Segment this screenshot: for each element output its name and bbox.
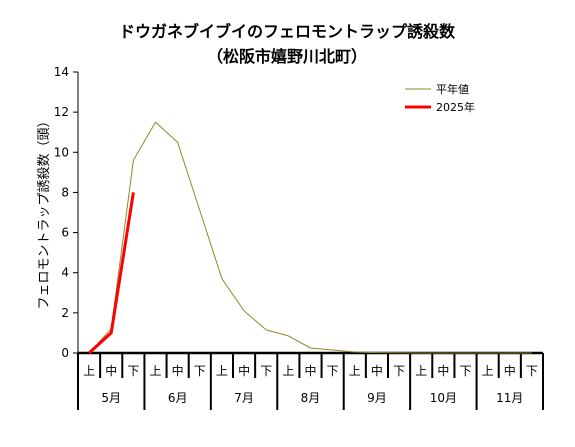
series-line-1 — [88, 192, 135, 355]
y-axis-label: フェロモントラップ誘殺数（頭） — [37, 114, 52, 309]
chart-subtitle: （松阪市嬉野川北町） — [207, 47, 367, 66]
x-period-label: 下 — [194, 364, 206, 378]
x-month-label: 9月 — [367, 391, 387, 405]
y-tick-labels: 0 2 4 6 8 10 12 14 — [54, 65, 69, 360]
legend-label: 平年値 — [436, 82, 469, 96]
x-period-label: 上 — [282, 364, 294, 378]
x-period-labels: 上中下上中下上中下上中下上中下上中下上中下 — [83, 363, 538, 378]
y-tick-label: 14 — [54, 65, 69, 79]
x-period-label: 下 — [327, 364, 339, 378]
x-month-label: 11月 — [496, 391, 523, 405]
y-tick-label: 6 — [61, 226, 69, 240]
y-tick-label: 0 — [61, 346, 69, 360]
x-period-label: 中 — [304, 363, 316, 378]
x-month-label: 8月 — [301, 391, 321, 405]
x-period-label: 下 — [526, 364, 538, 378]
legend-label: 2025年 — [436, 100, 475, 114]
y-tick-label: 2 — [61, 306, 69, 320]
series-lines — [88, 121, 532, 355]
x-period-label: 下 — [393, 364, 405, 378]
x-period-label: 下 — [260, 364, 272, 378]
x-period-label: 下 — [127, 364, 139, 378]
x-period-label: 中 — [172, 363, 184, 378]
x-month-labels: 5月 6月 7月 8月 9月 10月 11月 — [101, 391, 523, 405]
series-line-0 — [88, 121, 532, 354]
chart-title: ドウガネブイブイのフェロモントラップ誘殺数 — [119, 22, 456, 41]
x-period-label: 中 — [238, 363, 250, 378]
x-period-label: 上 — [216, 364, 228, 378]
x-period-label: 上 — [415, 364, 427, 378]
y-tick-label: 4 — [61, 266, 69, 280]
y-axis-label-group: フェロモントラップ誘殺数（頭） — [37, 114, 52, 309]
x-period-label: 上 — [349, 364, 361, 378]
x-period-label: 中 — [504, 363, 516, 378]
y-tick-label: 12 — [54, 105, 69, 119]
axes — [73, 71, 544, 410]
x-period-label: 上 — [149, 364, 161, 378]
x-period-label: 中 — [437, 363, 449, 378]
x-month-label: 5月 — [101, 391, 121, 405]
y-tick-label: 10 — [54, 145, 69, 159]
legend: 平年値 2025年 — [405, 82, 475, 114]
y-tick-label: 8 — [61, 185, 69, 199]
x-period-label: 下 — [459, 364, 471, 378]
x-month-label: 10月 — [430, 391, 457, 405]
x-period-label: 上 — [482, 364, 494, 378]
x-period-label: 中 — [371, 363, 383, 378]
x-period-label: 上 — [83, 364, 95, 378]
x-month-label: 7月 — [234, 391, 254, 405]
x-month-label: 6月 — [168, 391, 188, 405]
x-period-label: 中 — [105, 363, 117, 378]
